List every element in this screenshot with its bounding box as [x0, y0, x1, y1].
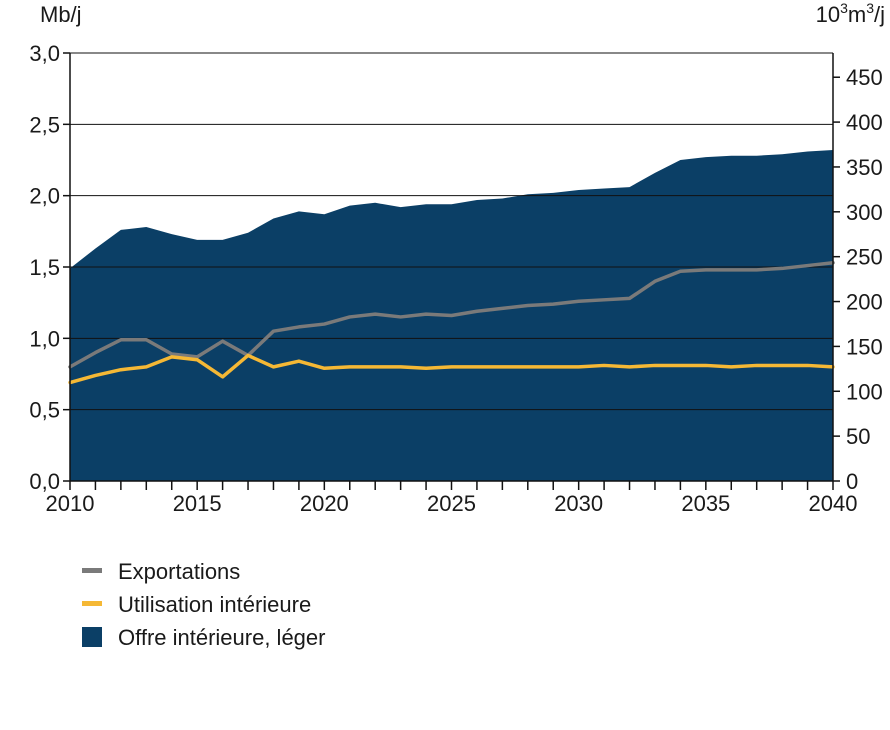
series-line-utilisation-interieure [68, 353, 835, 385]
left-tick-label: 0,5 [29, 398, 60, 423]
right-unit-sup1: 3 [840, 0, 848, 16]
right-tick-label: 150 [846, 334, 883, 359]
gridlines [70, 52, 833, 411]
right-tick-label: 250 [846, 245, 883, 270]
left-tick-label: 1,0 [29, 326, 60, 351]
right-tick-label: 200 [846, 290, 883, 315]
right-axis-unit: 103m3/j [816, 0, 885, 27]
right-unit-sup2: 3 [866, 0, 874, 16]
left-axis-unit: Mb/j [40, 2, 82, 27]
x-tick-label: 2015 [173, 491, 222, 516]
left-tick-label: 0,0 [29, 469, 60, 494]
legend-line-swatch [82, 568, 102, 573]
x-tick-label: 2020 [300, 491, 349, 516]
legend: Exportations Utilisation intérieure Offr… [82, 559, 325, 650]
right-tick-label: 100 [846, 379, 883, 404]
left-tick-label: 3,0 [29, 41, 60, 66]
legend-label: Offre intérieure, léger [118, 625, 325, 650]
right-tick-label: 300 [846, 200, 883, 225]
legend-label: Exportations [118, 559, 240, 584]
right-unit-mid: m [848, 2, 866, 27]
right-unit-tail: /j [874, 2, 885, 27]
right-tick-label: 0 [846, 469, 858, 494]
legend-item-offre-interieure: Offre intérieure, léger [82, 625, 325, 650]
x-tick-label: 2010 [46, 491, 95, 516]
x-tick-label: 2030 [554, 491, 603, 516]
right-tick-label: 350 [846, 155, 883, 180]
x-tick-label: 2035 [681, 491, 730, 516]
legend-line-swatch [82, 601, 102, 606]
series-line-exportations [68, 260, 835, 369]
left-tick-label: 2,0 [29, 184, 60, 209]
axes [63, 52, 840, 490]
right-tick-label: 450 [846, 65, 883, 90]
tick-labels: 0,0 0,5 1,0 1,5 2,0 2,5 3,0 0 50 100 150 200 250 300 3… [29, 41, 882, 516]
left-tick-label: 1,5 [29, 255, 60, 280]
right-tick-label: 50 [846, 424, 870, 449]
series-lines [68, 260, 835, 385]
x-tick-label: 2040 [809, 491, 858, 516]
legend-label: Utilisation intérieure [118, 592, 311, 617]
x-tick-label: 2025 [427, 491, 476, 516]
left-tick-label: 2,5 [29, 112, 60, 137]
legend-item-exportations: Exportations [82, 559, 240, 584]
right-unit-base: 10 [816, 2, 840, 27]
right-tick-label: 400 [846, 110, 883, 135]
legend-item-utilisation-interieure: Utilisation intérieure [82, 592, 311, 617]
legend-square-swatch [82, 627, 102, 647]
